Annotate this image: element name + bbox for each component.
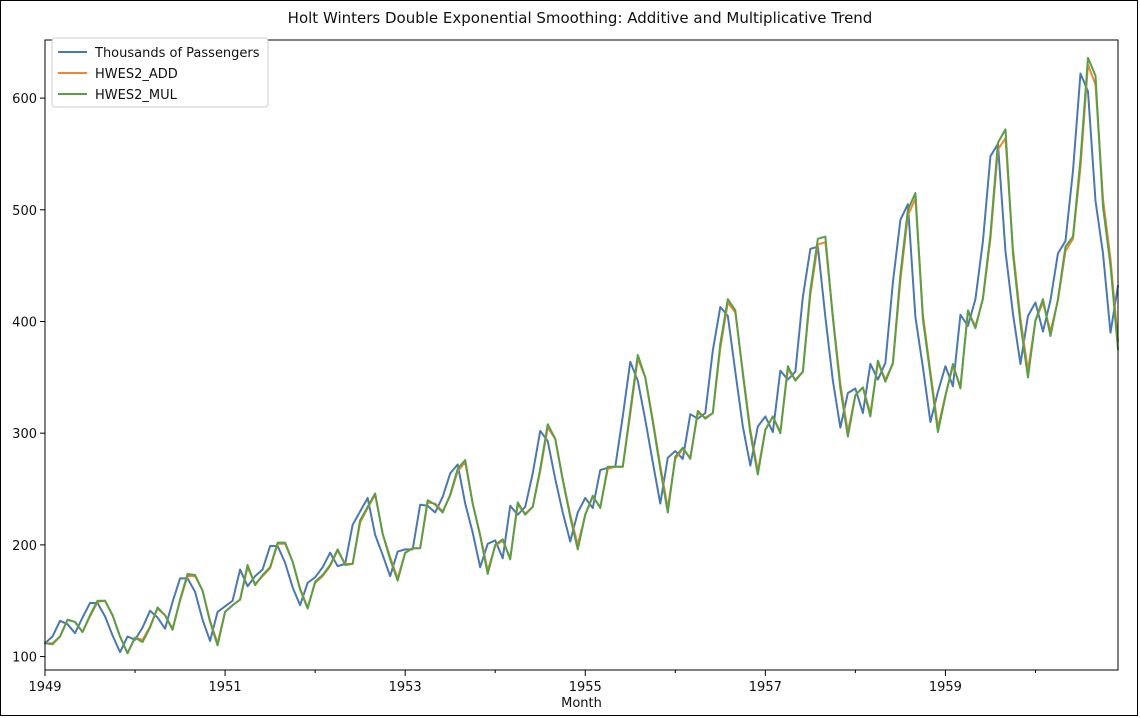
series-line-0 [44,72,1119,654]
legend-label: Thousands of Passengers [94,46,260,61]
series-line-1 [44,63,1119,655]
legend-box [51,37,269,108]
y-tick-label: 500 [12,204,37,219]
x-tick-label: 1953 [389,680,422,695]
y-tick-label: 300 [12,427,37,442]
series-line-2 [44,56,1119,655]
chart-title: Holt Winters Double Exponential Smoothin… [287,9,873,27]
x-tick-label: 1959 [929,680,962,695]
x-tick-label: 1949 [28,680,61,695]
y-tick-label: 200 [12,539,37,554]
y-tick-label: 400 [12,315,37,330]
x-axis-title: Month [561,696,602,711]
y-tick-label: 600 [12,92,37,107]
y-axis: 100 200 300 400 500 600 [12,92,45,666]
legend-label: HWES2_ADD [95,67,178,82]
x-axis: 1949 1951 1953 1955 1957 1959 [28,670,1036,695]
legend-items: Thousands of Passengers HWES2_ADD HWES2_MU… [58,46,260,103]
x-tick-label: 1955 [569,680,602,695]
plot-area [44,39,1119,671]
y-tick-label: 100 [12,651,37,666]
x-tick-label: 1957 [749,680,782,695]
legend-label: HWES2_MUL [95,88,178,103]
series-layer [44,56,1119,655]
legend: Thousands of Passengers HWES2_ADD HWES2_MU… [51,37,269,108]
x-tick-label: 1951 [209,680,242,695]
